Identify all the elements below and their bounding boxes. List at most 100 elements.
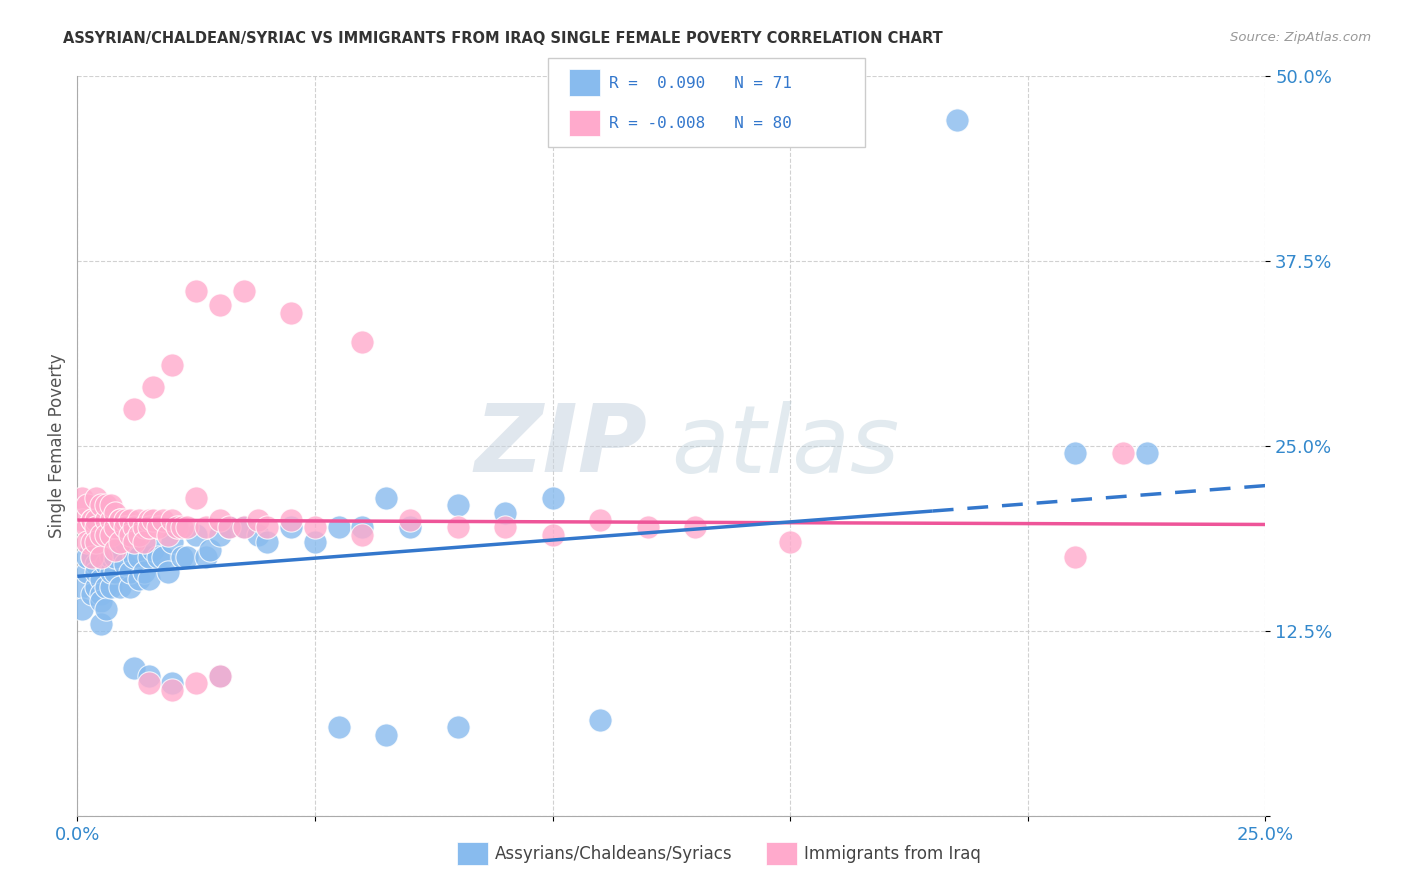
Point	[138, 513, 160, 527]
Point	[90, 498, 112, 512]
Point	[124, 661, 146, 675]
Point	[186, 491, 208, 505]
Point	[132, 535, 155, 549]
Text: Source: ZipAtlas.com: Source: ZipAtlas.com	[1230, 31, 1371, 45]
Point	[683, 520, 706, 534]
Point	[399, 520, 422, 534]
Point	[132, 520, 155, 534]
Point	[128, 513, 150, 527]
Point	[375, 728, 398, 742]
Point	[80, 549, 103, 565]
Text: R = -0.008   N = 80: R = -0.008 N = 80	[609, 116, 792, 131]
Point	[162, 676, 184, 690]
Point	[80, 535, 103, 549]
Point	[162, 513, 184, 527]
Y-axis label: Single Female Poverty: Single Female Poverty	[48, 354, 66, 538]
Point	[76, 535, 98, 549]
Point	[142, 542, 165, 557]
Point	[945, 113, 967, 128]
Point	[246, 513, 269, 527]
Point	[170, 520, 193, 534]
Point	[104, 520, 127, 534]
Point	[90, 594, 112, 608]
Point	[94, 513, 117, 527]
Point	[76, 549, 98, 565]
Point	[446, 720, 468, 734]
Point	[218, 520, 240, 534]
Point	[1112, 446, 1135, 460]
Point	[90, 549, 112, 565]
Point	[152, 549, 174, 565]
Point	[70, 580, 93, 594]
Point	[232, 284, 254, 298]
Point	[90, 528, 112, 542]
Point	[76, 498, 98, 512]
Point	[637, 520, 659, 534]
Point	[218, 520, 240, 534]
Point	[494, 520, 516, 534]
Point	[124, 535, 146, 549]
Point	[90, 587, 112, 601]
Point	[128, 572, 150, 586]
Point	[142, 380, 165, 394]
Text: atlas: atlas	[672, 401, 900, 491]
Point	[352, 335, 374, 350]
Text: Assyrians/Chaldeans/Syriacs: Assyrians/Chaldeans/Syriacs	[495, 845, 733, 863]
Point	[90, 572, 112, 586]
Point	[70, 602, 93, 616]
Point	[200, 542, 222, 557]
Point	[124, 520, 146, 534]
Point	[80, 513, 103, 527]
Point	[94, 498, 117, 512]
Point	[124, 401, 146, 416]
Point	[86, 558, 108, 572]
Point	[138, 572, 160, 586]
Point	[86, 491, 108, 505]
Point	[70, 513, 93, 527]
Text: R =  0.090   N = 71: R = 0.090 N = 71	[609, 76, 792, 91]
Point	[541, 491, 564, 505]
Point	[170, 549, 193, 565]
Text: ASSYRIAN/CHALDEAN/SYRIAC VS IMMIGRANTS FROM IRAQ SINGLE FEMALE POVERTY CORRELATI: ASSYRIAN/CHALDEAN/SYRIAC VS IMMIGRANTS F…	[63, 31, 943, 46]
Point	[256, 535, 278, 549]
Point	[328, 520, 350, 534]
Point	[1136, 446, 1159, 460]
Point	[494, 506, 516, 520]
Point	[76, 520, 98, 534]
Point	[541, 528, 564, 542]
Point	[166, 520, 188, 534]
Point	[162, 683, 184, 698]
Point	[208, 528, 231, 542]
Point	[589, 713, 612, 727]
Point	[80, 535, 103, 549]
Point	[80, 549, 103, 565]
Text: ZIP: ZIP	[475, 400, 648, 492]
Point	[100, 513, 122, 527]
Point	[100, 549, 122, 565]
Point	[138, 676, 160, 690]
Point	[375, 491, 398, 505]
Point	[100, 528, 122, 542]
Point	[104, 565, 127, 579]
Point	[100, 580, 122, 594]
Point	[94, 580, 117, 594]
Point	[80, 513, 103, 527]
Point	[118, 513, 141, 527]
Point	[114, 558, 136, 572]
Point	[86, 580, 108, 594]
Point	[94, 558, 117, 572]
Point	[138, 668, 160, 682]
Point	[176, 520, 198, 534]
Point	[152, 513, 174, 527]
Point	[86, 520, 108, 534]
Point	[352, 520, 374, 534]
Point	[280, 520, 302, 534]
Point	[104, 506, 127, 520]
Point	[232, 520, 254, 534]
Point	[352, 528, 374, 542]
Point	[208, 668, 231, 682]
Point	[156, 528, 179, 542]
Point	[76, 565, 98, 579]
Point	[124, 535, 146, 549]
Point	[208, 668, 231, 682]
